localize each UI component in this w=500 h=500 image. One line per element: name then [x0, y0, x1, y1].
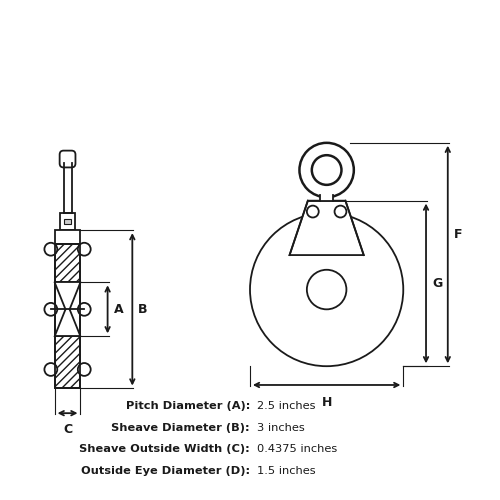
- Text: 0.4375 inches: 0.4375 inches: [258, 444, 338, 454]
- Text: B: B: [138, 303, 148, 316]
- Text: 3 inches: 3 inches: [258, 422, 305, 432]
- Circle shape: [300, 143, 354, 197]
- Text: F: F: [454, 228, 462, 241]
- Polygon shape: [54, 244, 80, 282]
- Circle shape: [334, 206, 346, 218]
- Circle shape: [78, 303, 90, 316]
- Text: C: C: [63, 423, 72, 436]
- Text: Pitch Diameter (A):: Pitch Diameter (A):: [126, 401, 250, 411]
- Circle shape: [44, 243, 58, 256]
- Text: G: G: [432, 277, 442, 290]
- Polygon shape: [54, 282, 80, 336]
- FancyBboxPatch shape: [60, 150, 76, 168]
- Bar: [54, 230, 80, 244]
- Circle shape: [78, 243, 90, 256]
- Circle shape: [312, 155, 342, 185]
- Bar: [320, 194, 333, 200]
- Polygon shape: [54, 336, 80, 388]
- Text: Sheave Outside Width (C):: Sheave Outside Width (C):: [80, 444, 250, 454]
- Circle shape: [44, 363, 58, 376]
- Text: Sheave Diameter (B):: Sheave Diameter (B):: [112, 422, 250, 432]
- Text: 2.5 inches: 2.5 inches: [258, 401, 316, 411]
- Circle shape: [307, 206, 318, 218]
- Circle shape: [307, 270, 346, 310]
- Text: 1.5 inches: 1.5 inches: [258, 466, 316, 476]
- Text: Outside Eye Diameter (D):: Outside Eye Diameter (D):: [81, 466, 250, 476]
- Circle shape: [250, 213, 404, 366]
- Text: A: A: [114, 303, 123, 316]
- Bar: [64, 220, 72, 224]
- Circle shape: [44, 303, 58, 316]
- Circle shape: [78, 363, 90, 376]
- Bar: [60, 213, 74, 230]
- Polygon shape: [290, 200, 364, 255]
- Text: H: H: [322, 396, 332, 409]
